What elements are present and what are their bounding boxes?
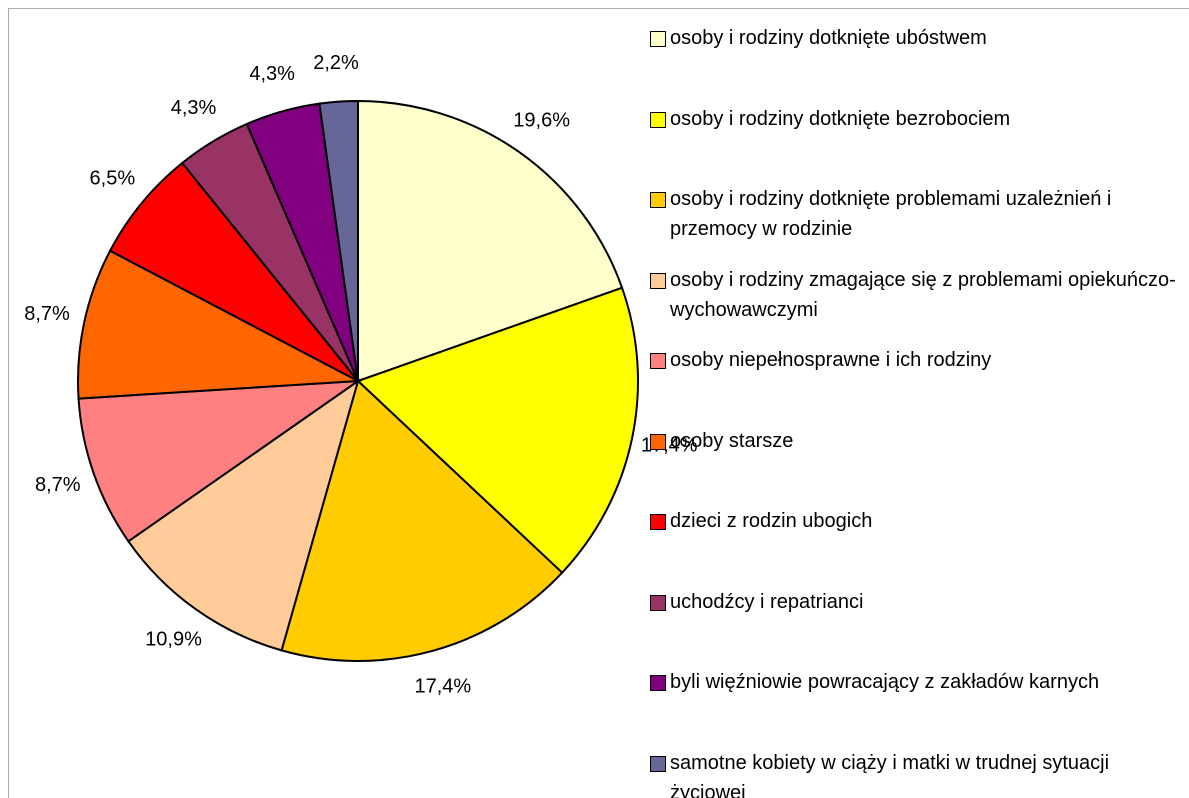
legend-swatch	[650, 353, 666, 369]
legend-swatch	[650, 594, 666, 611]
chart-frame	[8, 8, 1189, 798]
legend-swatch	[650, 31, 666, 47]
legend-item: osoby i rodziny dotknięte ubóstwem	[650, 23, 1180, 53]
pie-slice	[280, 379, 564, 662]
legend-item: osoby i rodziny dotknięte bezrobociem	[650, 104, 1180, 134]
legend-label: osoby i rodziny dotknięte problemami uza…	[670, 188, 1112, 240]
pie-slice	[127, 378, 360, 652]
legend-swatch	[650, 755, 666, 772]
legend-swatch	[650, 272, 666, 289]
legend-label: osoby niepełnosprawne i ich rodziny	[670, 349, 992, 371]
legend-swatch	[650, 192, 666, 208]
pie-slice	[77, 249, 362, 400]
legend-label: byli więźniowie powracający z zakładów k…	[670, 671, 1100, 693]
data-label: 17,4%	[415, 676, 472, 698]
legend-label: samotne kobiety w ciąży i matki w trudne…	[670, 751, 1110, 798]
legend-item: osoby i rodziny zmagające się z problema…	[650, 265, 1180, 325]
legend-item: osoby starsze	[650, 426, 1180, 456]
legend-label: osoby i rodziny zmagające się z problema…	[670, 268, 1176, 321]
legend-item: uchodźcy i repatrianci	[650, 587, 1180, 617]
data-label: 10,9%	[145, 628, 202, 650]
data-label: 8,7%	[24, 303, 70, 325]
legend-label: dzieci z rodzin ubogich	[670, 510, 873, 532]
legend-item: samotne kobiety w ciąży i matki w trudne…	[650, 748, 1180, 798]
pie-slice	[77, 379, 362, 543]
legend-item: osoby niepełnosprawne i ich rodziny	[650, 345, 1180, 375]
data-label: 19,6%	[513, 110, 570, 132]
legend-item: byli więźniowie powracający z zakładów k…	[650, 667, 1180, 697]
data-label: 4,3%	[171, 97, 217, 119]
legend-label: osoby i rodziny dotknięte bezrobociem	[670, 107, 1011, 130]
data-label: 2,2%	[313, 52, 359, 74]
legend-label: uchodźcy i repatrianci	[670, 590, 864, 613]
legend-swatch	[650, 675, 666, 691]
legend-item: dzieci z rodzin ubogich	[650, 506, 1180, 536]
data-label: 8,7%	[35, 474, 81, 496]
pie-slice	[318, 99, 359, 382]
legend-label: osoby starsze	[670, 429, 794, 452]
legend-label: osoby i rodziny dotknięte ubóstwem	[670, 27, 987, 49]
data-label: 4,3%	[249, 63, 295, 85]
legend-swatch	[650, 514, 666, 530]
legend-swatch	[650, 111, 666, 128]
legend-swatch	[650, 433, 666, 450]
pie-slice	[108, 161, 359, 382]
data-label: 6,5%	[90, 167, 136, 189]
legend-item: osoby i rodziny dotknięte problemami uza…	[650, 184, 1180, 244]
pie-slice	[356, 286, 639, 575]
